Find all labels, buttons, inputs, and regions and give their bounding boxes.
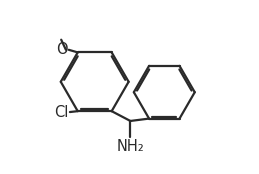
Text: Cl: Cl (54, 105, 68, 120)
Text: O: O (56, 42, 67, 57)
Text: NH₂: NH₂ (117, 139, 144, 154)
